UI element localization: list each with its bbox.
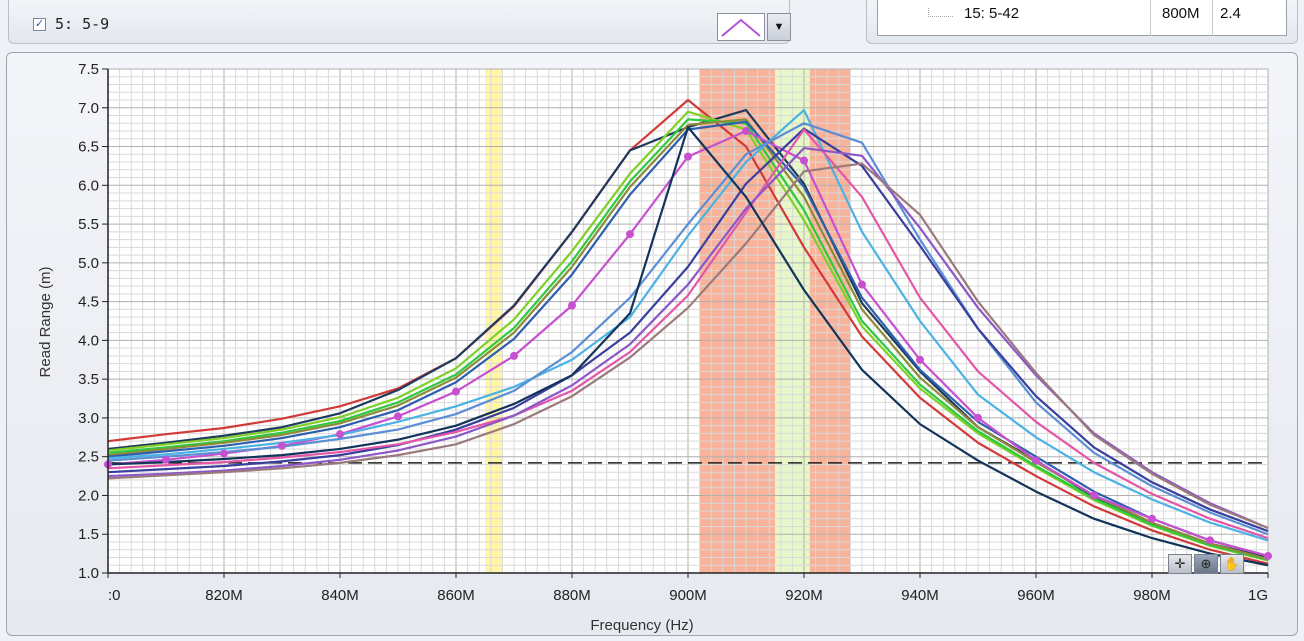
series-marker — [568, 301, 576, 310]
x-axis-label: Frequency (Hz) — [590, 617, 693, 634]
series-marker — [510, 351, 518, 360]
table-cell-range: 2.4 — [1220, 5, 1241, 22]
series-marker — [800, 156, 808, 165]
series-line-10 — [107, 127, 1269, 533]
y-tick-label: 3.0 — [78, 410, 99, 427]
y-tick-label: 7.5 — [78, 61, 99, 78]
crosshair-icon: ✛ — [1174, 556, 1186, 571]
series-line-1 — [107, 98, 1269, 565]
plot-legend-panel: ✓ 5: 5-9 ▼ — [8, 0, 791, 44]
x-tick-label: 820M — [205, 587, 243, 604]
series-marker — [1032, 456, 1040, 465]
plot-style-swatch[interactable] — [717, 13, 765, 41]
series-marker — [1264, 551, 1272, 560]
y-tick-label: 2.0 — [78, 487, 99, 504]
zoom-tool-button[interactable]: ⊕ — [1194, 554, 1218, 574]
series-line-4 — [107, 118, 1269, 561]
x-tick-label: 920M — [785, 587, 823, 604]
y-tick-label: 6.0 — [78, 177, 99, 194]
series-line-8 — [107, 108, 1269, 542]
column-divider — [1212, 0, 1213, 36]
x-tick-labels: :0 820M 840M 860M 880M 900M 920M 940M 960M 980M 1G — [107, 573, 1269, 604]
y-tick-label: 2.5 — [78, 449, 99, 466]
series-marker — [916, 355, 924, 364]
series-marker — [626, 230, 634, 239]
cursor-tool-button[interactable]: ✛ — [1168, 554, 1192, 574]
series-marker — [858, 280, 866, 289]
series-line-13 — [107, 162, 1269, 530]
x-tick-label: :0 — [108, 587, 121, 604]
tree-connector-icon — [928, 8, 953, 17]
series-marker — [1090, 491, 1098, 500]
x-tick-label: 860M — [437, 587, 475, 604]
series-line-9 — [107, 122, 1269, 536]
x-tick-label: 980M — [1133, 587, 1171, 604]
plot-style-dropdown-button[interactable]: ▼ — [767, 13, 791, 41]
series-lines — [104, 98, 1272, 567]
series-marker — [162, 455, 170, 464]
series-marker — [336, 430, 344, 439]
pan-hand-icon: ✋ — [1223, 556, 1241, 571]
y-axis-label: Read Range (m) — [37, 267, 54, 378]
series-line-14 — [107, 126, 1269, 567]
table-cell-name: 15: 5-42 — [964, 5, 1020, 22]
series-line-11 — [107, 128, 1269, 540]
series-marker — [278, 441, 286, 450]
plot-visible-checkbox[interactable]: ✓ — [33, 18, 46, 31]
results-table[interactable]: 15: 5-42 800M 2.4 — [877, 0, 1287, 36]
series-marker — [684, 152, 692, 161]
series-marker — [742, 127, 750, 136]
results-table-panel: 15: 5-42 800M 2.4 — [866, 0, 1298, 44]
series-line-3 — [107, 110, 1269, 562]
table-cell-frequency: 800M — [1162, 5, 1200, 22]
plot-name-label: 5: 5-9 — [55, 15, 110, 33]
zoom-icon: ⊕ — [1200, 556, 1212, 571]
x-tick-label: 840M — [321, 587, 359, 604]
x-tick-label: 1G — [1248, 587, 1268, 604]
y-tick-label: 5.0 — [78, 255, 99, 272]
y-tick-label: 4.5 — [78, 294, 99, 311]
line-style-icon — [721, 18, 761, 37]
y-tick-label: 5.5 — [78, 216, 99, 233]
x-tick-label: 960M — [1017, 587, 1055, 604]
y-tick-label: 4.0 — [78, 332, 99, 349]
series-marker — [220, 449, 228, 458]
series-marker — [452, 387, 460, 396]
y-tick-labels: 1.0 1.5 2.0 2.5 3.0 3.5 4.0 4.5 5.0 5.5 6.0 6.5 7.0 7… — [78, 61, 108, 582]
frequency-band — [699, 69, 775, 573]
x-tick-label: 900M — [669, 587, 707, 604]
y-tick-label: 1.0 — [78, 565, 99, 582]
y-tick-label: 3.5 — [78, 371, 99, 388]
y-tick-label: 6.5 — [78, 139, 99, 156]
y-tick-label: 7.0 — [78, 100, 99, 117]
y-tick-label: 1.5 — [78, 526, 99, 543]
series-marker — [1148, 514, 1156, 523]
series-marker — [394, 412, 402, 421]
frequency-band — [485, 69, 503, 573]
series-marker — [974, 413, 982, 422]
pan-tool-button[interactable]: ✋ — [1220, 554, 1244, 574]
x-tick-label: 940M — [901, 587, 939, 604]
grid-lines — [107, 68, 1269, 574]
x-tick-label: 880M — [553, 587, 591, 604]
series-marker — [1206, 536, 1214, 545]
column-divider — [1150, 0, 1151, 36]
